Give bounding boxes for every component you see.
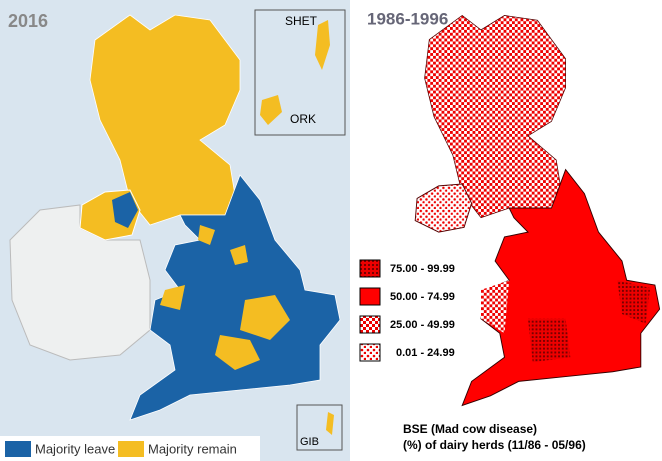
london-remain xyxy=(240,295,290,340)
legend-swatch xyxy=(118,441,144,457)
map-title: 1986-1996 xyxy=(367,9,448,28)
legend-swatch xyxy=(359,259,381,278)
legend-label: Majority leave xyxy=(35,441,115,456)
shetland xyxy=(315,20,330,70)
leeds-remain xyxy=(230,245,248,265)
south-remain xyxy=(215,335,260,370)
legend-label: 50.00 - 74.99 xyxy=(390,291,455,303)
legend-swatch xyxy=(359,315,381,334)
legend-swatch xyxy=(359,343,381,362)
dark-region xyxy=(617,280,651,324)
inset-box xyxy=(296,404,343,451)
legend-label: Majority remain xyxy=(148,441,237,456)
bse-map xyxy=(414,14,661,406)
inset-label: ORK xyxy=(290,112,316,126)
north-remain xyxy=(198,225,215,245)
legend-label: 0.01 - 24.99 xyxy=(396,347,455,359)
legend-swatch xyxy=(359,287,381,306)
legend-swatch xyxy=(5,441,31,457)
legend-label: 25.00 - 49.99 xyxy=(390,319,455,331)
orkney xyxy=(260,95,282,125)
wales-region xyxy=(481,280,510,334)
caption: (%) of dairy herds (11/86 - 05/96) xyxy=(403,438,586,452)
inset-label: SHET xyxy=(285,14,318,28)
dark-region xyxy=(528,318,571,363)
gibraltar xyxy=(326,412,334,435)
caption: BSE (Mad cow disease) xyxy=(403,422,537,436)
inset-label: GIB xyxy=(300,436,319,448)
map-title: 2016 xyxy=(8,11,48,31)
wales-remain xyxy=(160,285,185,310)
legend-label: 75.00 - 99.99 xyxy=(390,263,455,275)
ni-leave xyxy=(112,192,138,228)
ireland xyxy=(9,204,151,361)
